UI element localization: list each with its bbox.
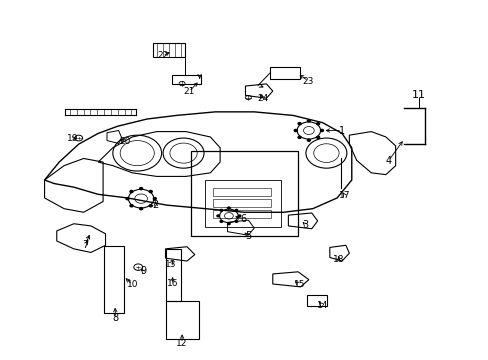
Text: 20: 20 (120, 138, 131, 147)
Circle shape (238, 215, 241, 217)
Circle shape (140, 208, 142, 210)
Circle shape (130, 205, 133, 207)
Circle shape (227, 207, 230, 209)
Text: 18: 18 (332, 255, 344, 264)
Text: 5: 5 (245, 231, 251, 240)
Text: 7: 7 (82, 240, 88, 250)
Circle shape (298, 123, 301, 125)
Text: 1: 1 (338, 126, 345, 135)
Circle shape (220, 210, 222, 211)
Circle shape (153, 198, 156, 200)
Text: 12: 12 (176, 339, 187, 348)
Text: 2: 2 (152, 200, 159, 210)
Circle shape (307, 139, 310, 141)
Text: 14: 14 (316, 301, 327, 310)
Circle shape (320, 130, 323, 132)
Circle shape (294, 130, 297, 132)
Circle shape (235, 221, 237, 222)
Text: 16: 16 (166, 279, 178, 288)
Circle shape (220, 221, 222, 222)
Text: 10: 10 (126, 280, 138, 289)
Circle shape (307, 120, 310, 122)
Text: 8: 8 (112, 313, 119, 323)
Circle shape (227, 223, 230, 225)
Circle shape (316, 136, 319, 139)
Text: 21: 21 (183, 87, 194, 96)
Text: 24: 24 (257, 94, 268, 103)
Circle shape (298, 136, 301, 139)
Text: 13: 13 (164, 260, 176, 269)
Text: 23: 23 (302, 77, 313, 86)
Text: 15: 15 (293, 280, 305, 289)
Circle shape (126, 198, 129, 200)
Text: 17: 17 (339, 191, 350, 200)
Text: 19: 19 (67, 134, 79, 143)
Circle shape (140, 188, 142, 190)
Circle shape (149, 190, 152, 193)
Text: 6: 6 (240, 214, 246, 224)
Text: 9: 9 (140, 266, 146, 276)
Circle shape (235, 210, 237, 211)
Text: 11: 11 (411, 90, 425, 100)
Circle shape (316, 123, 319, 125)
Text: 3: 3 (302, 220, 308, 230)
Text: 4: 4 (385, 156, 390, 166)
Circle shape (130, 190, 133, 193)
Text: 22: 22 (157, 51, 168, 60)
Circle shape (217, 215, 219, 217)
Circle shape (149, 205, 152, 207)
